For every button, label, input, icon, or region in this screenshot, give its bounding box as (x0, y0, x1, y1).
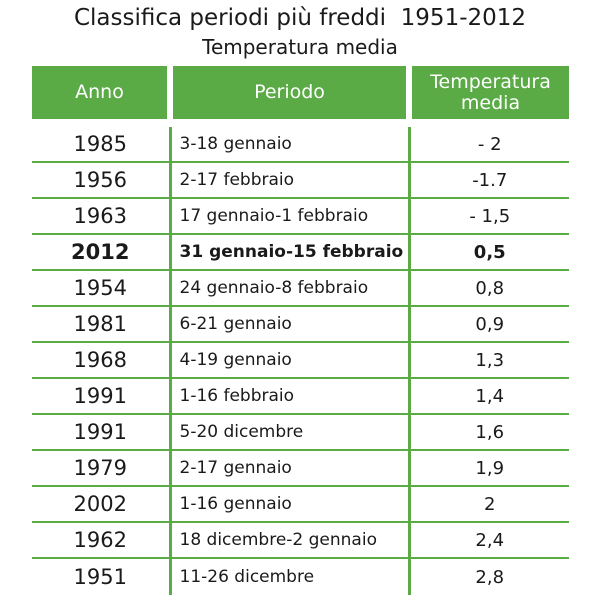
temperatura-cell: 0,5 (409, 234, 569, 271)
temperatura-cell: 2,8 (475, 566, 505, 588)
periodo-cell: 18 dicembre-2 gennaio (170, 522, 411, 559)
periodo-cell: 6-21 gennaio (170, 306, 411, 343)
anno-cell: 1951 (32, 558, 172, 595)
periodo-cell: 2-17 febbraio (170, 162, 411, 199)
header-temperatura: Temperatura media (409, 66, 569, 123)
temperatura-cell: 2 (409, 486, 569, 523)
table-row: 1981 6-21 gennaio 0,9 (32, 306, 569, 343)
anno-cell: 1991 (32, 378, 172, 415)
periodo-cell: 4-19 gennaio (170, 342, 411, 379)
cold-periods-table: Anno Periodo Temperatura media 1985 3-18 … (32, 66, 569, 595)
periodo-cell: 2-17 gennaio (170, 450, 411, 487)
temperatura-cell: -1.7 (409, 162, 569, 199)
table-row: 1954 24 gennaio-8 febbraio 0,8 (32, 270, 569, 307)
table-row: 2012 31 gennaio-15 febbraio 0,5 (32, 234, 569, 271)
temperatura-cell: 2,4 (409, 522, 569, 559)
temperatura-cell: 1,3 (409, 342, 569, 379)
table-row: 1968 4-19 gennaio 1,3 (32, 342, 569, 379)
table-row: 1991 1-16 febbraio 1,4 (32, 378, 569, 415)
table-row: 2002 1-16 gennaio 2 (32, 486, 569, 523)
anno-cell: 1962 (32, 522, 172, 559)
table-row: 1979 2-17 gennaio 1,9 (32, 450, 569, 487)
periodo-cell: 11-26 dicembre (170, 558, 411, 595)
temperatura-cell: 1,6 (409, 414, 569, 451)
temperatura-cell: 0,8 (409, 270, 569, 307)
table-row: 1963 17 gennaio-1 febbraio - 1,5 (32, 198, 569, 235)
anno-cell: 2012 (32, 234, 172, 271)
periodo-cell: 24 gennaio-8 febbraio (170, 270, 411, 307)
table-row: 1951 11-26 dicembre 2,8 (32, 558, 569, 595)
header-anno: Anno (32, 66, 173, 123)
page-title: Classifica periodi più freddi 1951-2012 (73, 5, 527, 31)
table-row: 1962 18 dicembre-2 gennaio 2,4 (32, 522, 569, 559)
anno-cell: 1985 (32, 119, 172, 163)
table-row: 1956 2-17 febbraio -1.7 (32, 162, 569, 199)
header-periodo: Periodo (170, 66, 412, 123)
temperatura-cell: - 2 (409, 119, 569, 163)
periodo-cell: 3-18 gennaio (170, 119, 411, 163)
periodo-cell: 1-16 gennaio (170, 486, 411, 523)
anno-cell: 1979 (32, 450, 172, 487)
anno-cell: 1956 (32, 162, 172, 199)
anno-cell: 1954 (32, 270, 172, 307)
anno-cell: 1963 (32, 198, 172, 235)
periodo-cell: 17 gennaio-1 febbraio (170, 198, 411, 235)
temperatura-cell: 1,4 (409, 378, 569, 415)
page-subtitle: Temperatura media (202, 35, 398, 59)
temperatura-cell: 1,9 (409, 450, 569, 487)
table-row: 1985 3-18 gennaio - 2 (32, 119, 569, 163)
periodo-cell: 1-16 febbraio (170, 378, 411, 415)
anno-cell: 1981 (32, 306, 172, 343)
temperatura-cell: 0,9 (409, 306, 569, 343)
periodo-cell: 31 gennaio-15 febbraio (170, 234, 411, 271)
table-row: 1991 5-20 dicembre 1,6 (32, 414, 569, 451)
periodo-cell: 5-20 dicembre (170, 414, 411, 451)
anno-cell: 1968 (32, 342, 172, 379)
anno-cell: 1991 (32, 414, 172, 451)
anno-cell: 2002 (32, 486, 172, 523)
table-header-row: Anno Periodo Temperatura media (32, 66, 569, 123)
temperatura-cell: - 1,5 (409, 198, 569, 235)
table-body: 1985 3-18 gennaio - 2 1956 2-17 febbraio -1.7… (32, 119, 569, 595)
